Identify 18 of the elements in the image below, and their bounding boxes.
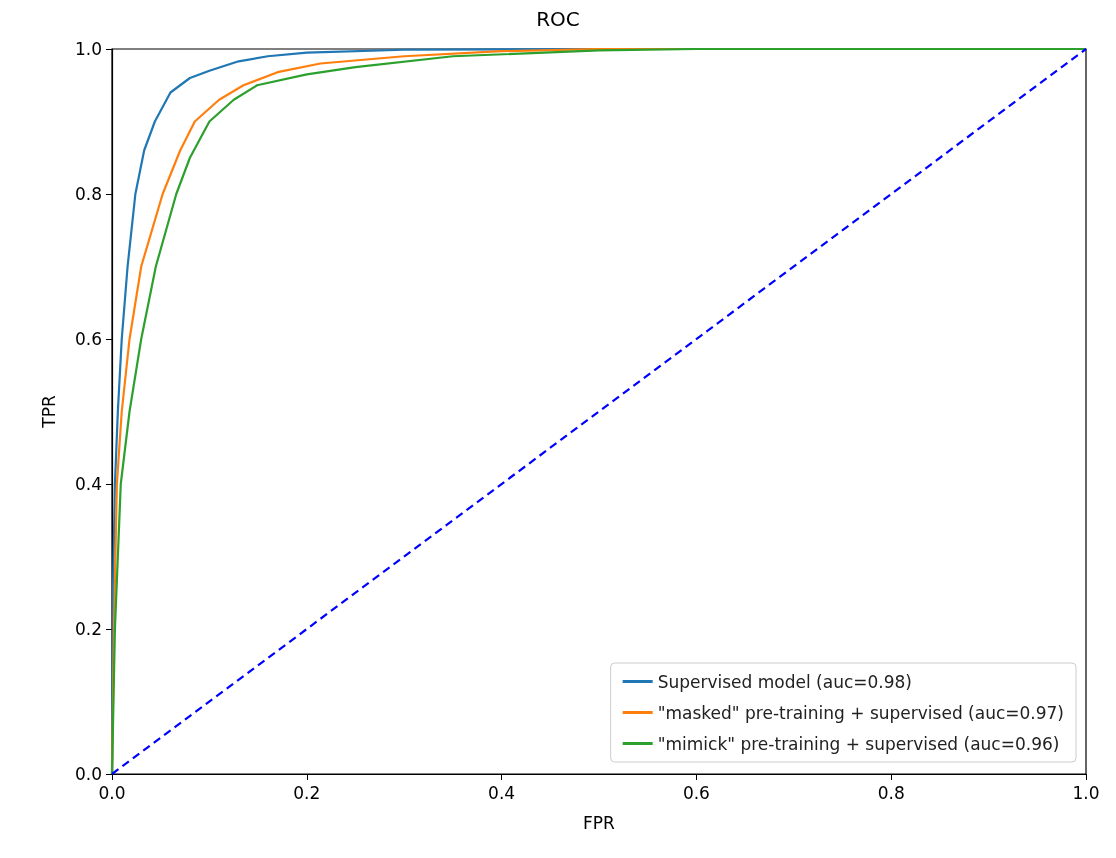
legend-label: Supervised model (auc=0.98) [657,671,912,692]
y-tick-label: 0.2 [74,619,102,639]
chart-title: ROC [536,7,580,31]
y-tick-label: 0.4 [74,474,102,494]
x-tick-label: 0.0 [98,782,126,803]
x-tick-label: 0.2 [293,782,321,803]
y-tick-label: 0.6 [74,329,102,349]
x-tick-label: 1.0 [1072,782,1100,803]
y-axis-title: TPR [38,395,59,429]
x-tick-label: 0.6 [682,782,710,803]
x-axis-title: FPR [583,812,616,833]
legend-label: "mimick" pre-training + supervised (auc=0.96) [657,733,1060,754]
x-tick-label: 0.4 [488,782,516,803]
y-tick-label: 1.0 [74,39,102,59]
legend-label: "masked" pre-training + supervised (auc=0.97) [657,702,1064,723]
y-tick-label: 0.0 [74,764,102,784]
y-tick-label: 0.8 [74,184,102,204]
x-tick-label: 0.8 [877,782,905,803]
